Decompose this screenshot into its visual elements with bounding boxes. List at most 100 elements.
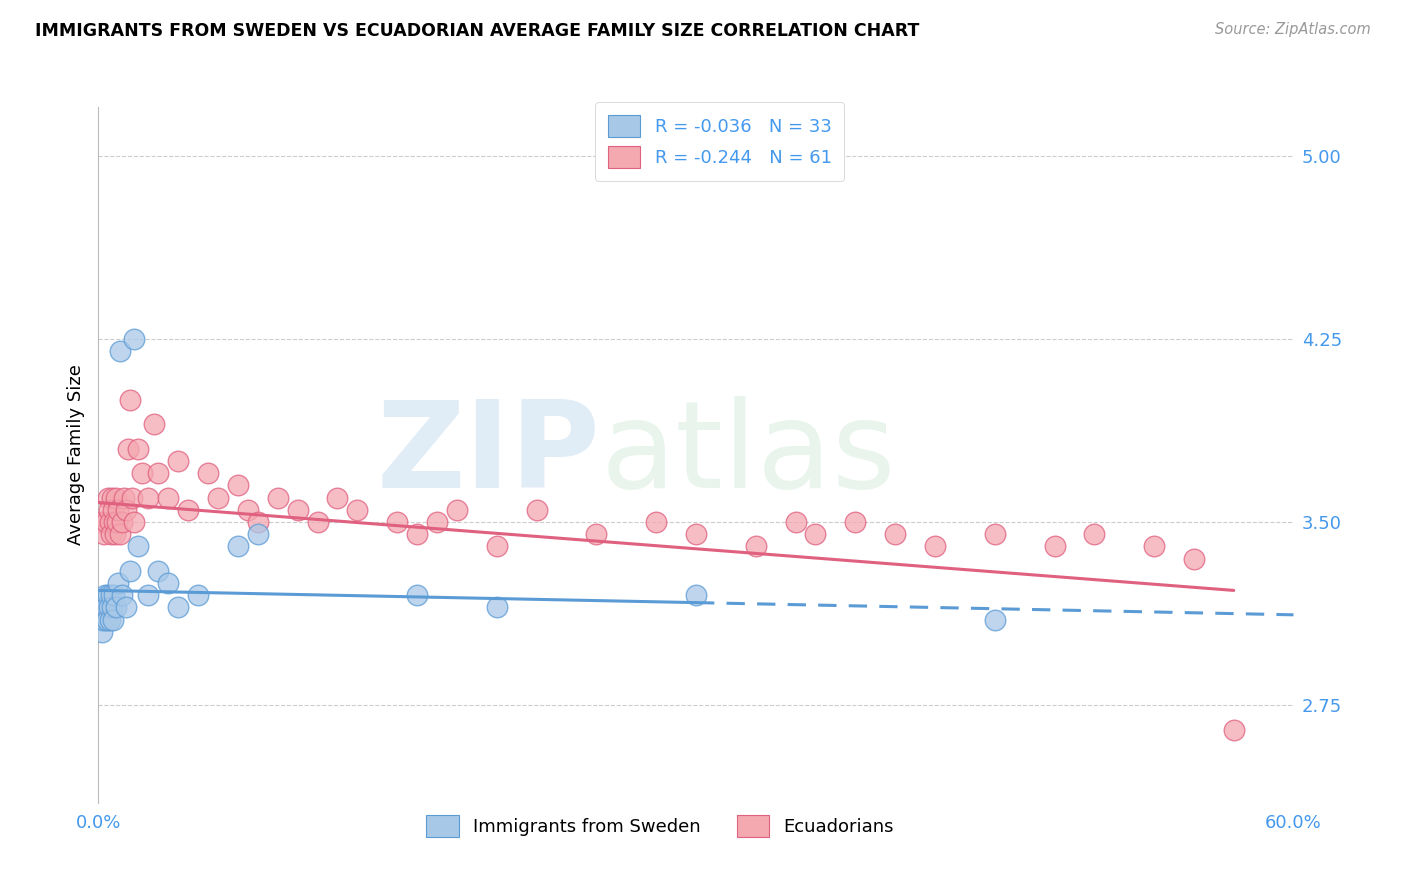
Point	[93, 600, 115, 615]
Point	[226, 478, 249, 492]
Point	[105, 491, 128, 505]
Point	[1143, 540, 1166, 554]
Point	[287, 503, 309, 517]
Point	[124, 332, 146, 346]
Point	[98, 515, 122, 529]
Y-axis label: Average Family Size: Average Family Size	[66, 365, 84, 545]
Point	[136, 491, 159, 505]
Point	[127, 540, 149, 554]
Point	[101, 600, 124, 615]
Point	[685, 527, 707, 541]
Point	[112, 491, 135, 505]
Point	[103, 503, 125, 517]
Point	[187, 588, 209, 602]
Point	[120, 392, 142, 407]
Point	[485, 540, 508, 554]
Point	[115, 503, 138, 517]
Point	[104, 527, 127, 541]
Point	[93, 527, 115, 541]
Point	[121, 491, 143, 505]
Point	[406, 527, 429, 541]
Point	[90, 613, 112, 627]
Point	[148, 467, 170, 481]
Point	[103, 515, 125, 529]
Point	[585, 527, 607, 541]
Point	[884, 527, 907, 541]
Point	[148, 564, 170, 578]
Point	[96, 515, 118, 529]
Point	[804, 527, 827, 541]
Point	[131, 467, 153, 481]
Point	[127, 442, 149, 456]
Point	[197, 467, 219, 481]
Point	[96, 600, 118, 615]
Point	[107, 503, 129, 517]
Point	[97, 491, 120, 505]
Point	[105, 600, 128, 615]
Text: Source: ZipAtlas.com: Source: ZipAtlas.com	[1215, 22, 1371, 37]
Point	[100, 588, 122, 602]
Point	[446, 503, 468, 517]
Text: atlas: atlas	[600, 396, 896, 514]
Point	[485, 600, 508, 615]
Point	[246, 515, 269, 529]
Point	[1223, 723, 1246, 737]
Point	[101, 491, 124, 505]
Point	[406, 588, 429, 602]
Point	[110, 344, 132, 359]
Point	[91, 624, 114, 639]
Point	[115, 600, 138, 615]
Text: IMMIGRANTS FROM SWEDEN VS ECUADORIAN AVERAGE FAMILY SIZE CORRELATION CHART: IMMIGRANTS FROM SWEDEN VS ECUADORIAN AVE…	[35, 22, 920, 40]
Point	[226, 540, 249, 554]
Point	[307, 515, 329, 529]
Point	[984, 613, 1007, 627]
Point	[246, 527, 269, 541]
Point	[143, 417, 166, 432]
Point	[124, 515, 146, 529]
Point	[91, 515, 114, 529]
Point	[93, 613, 115, 627]
Point	[207, 491, 229, 505]
Point	[107, 576, 129, 591]
Point	[110, 527, 132, 541]
Point	[844, 515, 866, 529]
Point	[326, 491, 349, 505]
Point	[103, 588, 125, 602]
Point	[385, 515, 409, 529]
Point	[645, 515, 668, 529]
Point	[167, 600, 190, 615]
Point	[111, 588, 134, 602]
Point	[177, 503, 200, 517]
Point	[98, 600, 121, 615]
Point	[984, 527, 1007, 541]
Point	[136, 588, 159, 602]
Point	[346, 503, 368, 517]
Point	[105, 515, 128, 529]
Point	[267, 491, 290, 505]
Point	[117, 442, 139, 456]
Point	[426, 515, 449, 529]
Point	[111, 515, 134, 529]
Point	[745, 540, 768, 554]
Point	[100, 527, 122, 541]
Point	[157, 576, 180, 591]
Point	[785, 515, 807, 529]
Point	[1043, 540, 1066, 554]
Point	[120, 564, 142, 578]
Point	[103, 613, 125, 627]
Point	[924, 540, 946, 554]
Point	[236, 503, 259, 517]
Text: ZIP: ZIP	[377, 396, 600, 514]
Point	[97, 588, 120, 602]
Point	[98, 613, 122, 627]
Point	[98, 503, 121, 517]
Point	[1083, 527, 1105, 541]
Point	[96, 613, 118, 627]
Point	[157, 491, 180, 505]
Point	[685, 588, 707, 602]
Point	[167, 454, 190, 468]
Point	[94, 588, 117, 602]
Legend: Immigrants from Sweden, Ecuadorians: Immigrants from Sweden, Ecuadorians	[418, 805, 903, 846]
Point	[1182, 551, 1205, 566]
Point	[526, 503, 548, 517]
